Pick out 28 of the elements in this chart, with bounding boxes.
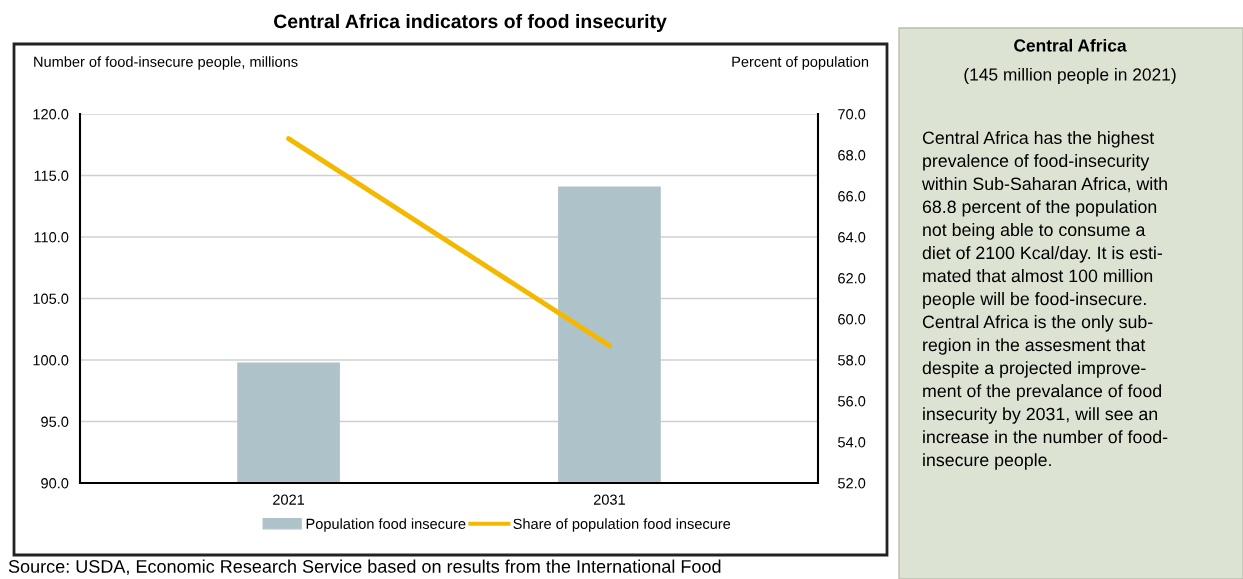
text: Central Africa [1014, 38, 1127, 52]
y-tick-label: 105.0 [33, 293, 69, 304]
text: Central Africa has the highest prevalence of food-insecurity within Sub-Saharan Africa, with 68.8 percent of the population not being able to consume a diet of 2100 Kcal/day. It is esti- mated that almost 100 million people will be food-insecure. Central Africa is the only sub- region in the assesment that despite a projected improve- ment of the prevalance of food insecurity by 2031, will see an increase in the number of food- insecure people. [921, 131, 1168, 470]
y2-tick-label: 52.0 [838, 478, 866, 489]
y-tick-label: 95.0 [41, 416, 69, 427]
source-note: Source: USDA, Economic Research Service based on results from the International Food [8, 559, 721, 575]
y2-tick-label: 58.0 [838, 355, 866, 366]
text: (145 million people in 2021) [964, 67, 1176, 85]
y2-tick-label: 54.0 [838, 437, 866, 448]
y-tick-label: 90.0 [41, 478, 69, 489]
y-axis-title: Number of food-insecure people, millions [34, 56, 298, 70]
legend-label: Population food insecure [306, 518, 466, 532]
y-tick-label: 100.0 [33, 355, 69, 366]
y2-tick-label: 66.0 [838, 191, 866, 202]
y2-tick-label: 68.0 [838, 150, 866, 161]
y-tick-label: 115.0 [34, 170, 69, 181]
y2-tick-label: 70.0 [838, 109, 866, 120]
y2-tick-label: 56.0 [838, 396, 866, 407]
y-tick-label: 120.0 [33, 109, 69, 120]
y-tick-label: 110.0 [34, 232, 69, 243]
y2-tick-label: 62.0 [838, 273, 866, 284]
y2-tick-label: 64.0 [838, 232, 866, 243]
x-tick-label: 2021 [273, 494, 305, 505]
y2-axis-title: Percent of population [732, 56, 869, 70]
x-tick-label: 2031 [593, 494, 625, 505]
y2-tick-label: 60.0 [838, 314, 866, 325]
chart-title: Central Africa indicators of food insecurity [274, 13, 667, 33]
legend-label: Share of population food insecure [513, 518, 731, 532]
